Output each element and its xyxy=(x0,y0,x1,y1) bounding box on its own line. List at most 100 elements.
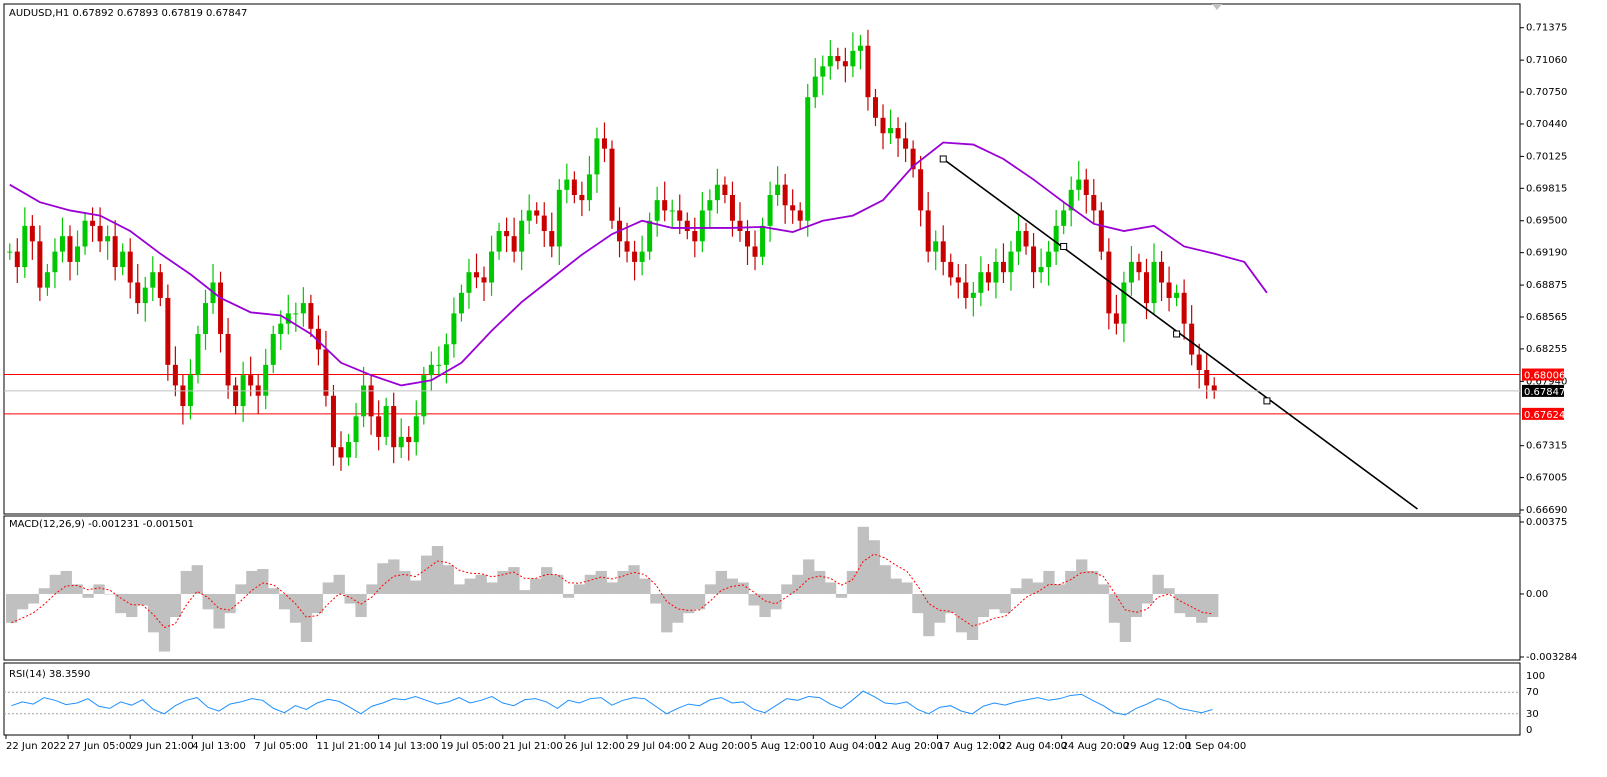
candle-body xyxy=(353,416,359,443)
candle-body xyxy=(82,220,88,247)
candle-body xyxy=(270,333,276,365)
candle-body xyxy=(812,76,818,98)
macd-bar xyxy=(857,526,869,594)
time-tick-label: 29 Aug 12:00 xyxy=(1124,741,1191,752)
candle-body xyxy=(135,282,141,304)
rsi-line xyxy=(11,690,1213,716)
candle-body xyxy=(278,323,284,334)
macd-bar xyxy=(890,578,902,594)
candle-body xyxy=(368,385,374,417)
macd-bar xyxy=(366,584,378,594)
candle-body xyxy=(263,364,269,396)
macd-bar xyxy=(1185,593,1197,618)
candle-body xyxy=(90,220,96,226)
candle-body xyxy=(120,251,126,268)
macd-bar xyxy=(955,593,968,633)
candle-body xyxy=(97,225,103,242)
candle-body xyxy=(556,189,562,247)
candle-body xyxy=(782,184,788,206)
macd-panel-frame xyxy=(3,515,1521,661)
price-tick-label: 0.66690 xyxy=(1526,505,1567,516)
candle-body xyxy=(872,97,878,118)
candle-body xyxy=(22,225,28,268)
candle-body xyxy=(308,303,314,329)
candle-body xyxy=(75,246,81,262)
time-tick-label: 26 Jul 12:00 xyxy=(565,741,625,752)
macd-bar xyxy=(300,593,313,642)
candle-body xyxy=(1128,261,1134,283)
macd-bar xyxy=(126,593,138,618)
macd-bar xyxy=(628,565,640,594)
candle-body xyxy=(541,215,547,232)
candle-body xyxy=(383,406,389,437)
time-tick-label: 1 Sep 04:00 xyxy=(1186,741,1246,752)
macd-bar xyxy=(682,593,695,614)
price-tick-label: 0.71060 xyxy=(1526,55,1567,66)
candle-body xyxy=(970,292,976,298)
macd-bar xyxy=(1152,574,1164,594)
time-tick-label: 19 Jul 05:00 xyxy=(441,741,501,752)
macd-bar xyxy=(1108,593,1121,623)
candle-body xyxy=(14,251,20,268)
macd-bar xyxy=(824,582,837,594)
candle-body xyxy=(59,236,65,252)
candle-body xyxy=(888,128,894,134)
horizontal-lines: 0.68006 0.67624 xyxy=(4,368,1565,421)
macd-bar xyxy=(1207,593,1219,618)
trendline-anchor xyxy=(1060,242,1068,250)
macd-bar xyxy=(1163,588,1175,594)
macd-bar xyxy=(814,570,826,594)
macd-axis: 0.00375 0.00 -0.003284 xyxy=(1520,517,1577,663)
candle-body xyxy=(67,236,73,262)
macd-bar xyxy=(16,593,29,610)
candle-body xyxy=(180,385,186,407)
macd-bar xyxy=(846,570,859,594)
rsi-tick-label: 100 xyxy=(1526,671,1545,682)
macd-bar xyxy=(388,559,400,594)
macd-bar xyxy=(278,593,291,610)
candle-body xyxy=(165,297,171,365)
candle-body xyxy=(428,364,434,376)
candle-body xyxy=(526,210,532,221)
trendline[interactable] xyxy=(939,155,1418,510)
macd-bar xyxy=(224,593,236,614)
macd-bar xyxy=(235,584,247,594)
macd-title: MACD(12,26,9) -0.001231 -0.001501 xyxy=(9,519,194,530)
macd-bar xyxy=(1021,578,1033,594)
candle-body xyxy=(315,328,321,350)
candle-body xyxy=(172,364,178,386)
macd-bar xyxy=(289,593,302,623)
candle-body xyxy=(1031,246,1037,273)
time-tick-label: 12 Aug 20:00 xyxy=(875,741,942,752)
candle-body xyxy=(624,241,630,252)
macd-bar xyxy=(901,582,913,594)
macd-bar xyxy=(1076,559,1088,594)
candle-body xyxy=(1166,282,1172,298)
candle-body xyxy=(790,205,796,211)
macd-bar xyxy=(868,540,880,594)
candle-body xyxy=(594,138,600,175)
candle-body xyxy=(549,231,555,247)
candle-body xyxy=(1159,261,1165,283)
candle-body xyxy=(233,385,239,407)
candle-body xyxy=(142,287,148,304)
candle-body xyxy=(1121,282,1127,324)
candle-body xyxy=(504,231,510,237)
candle-body xyxy=(534,210,540,216)
macd-bar xyxy=(410,580,422,594)
candle-body xyxy=(1204,370,1210,386)
macd-bar xyxy=(158,593,171,652)
candle-body xyxy=(202,303,208,334)
macd-bar xyxy=(191,565,203,594)
rsi-polyline xyxy=(11,690,1213,716)
candle-body xyxy=(647,220,653,252)
macd-bar xyxy=(27,593,40,604)
macd-bar xyxy=(246,570,258,594)
trendline-segment xyxy=(942,158,1418,510)
candle-body xyxy=(1000,261,1006,273)
candle-body xyxy=(1196,354,1202,370)
rsi-tick-label: 0 xyxy=(1526,725,1532,736)
price-tick-label: 0.68255 xyxy=(1526,344,1567,355)
macd-bar xyxy=(1119,593,1132,642)
